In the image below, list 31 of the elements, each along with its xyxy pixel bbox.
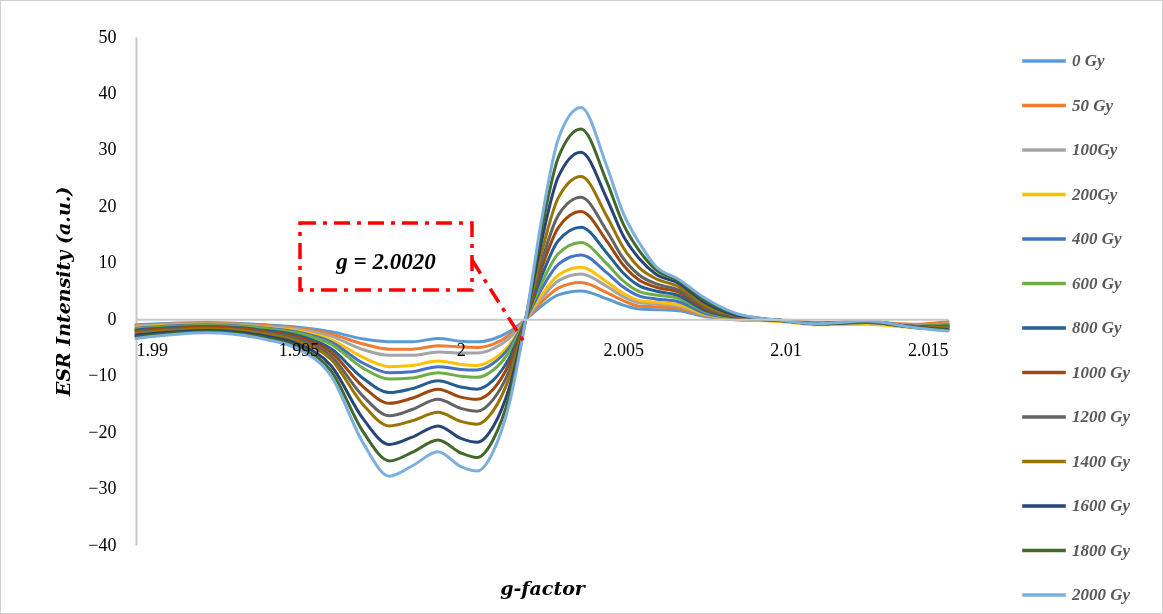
y-tick-label: −30 [88,478,117,499]
y-tick-label: 20 [98,195,117,216]
legend-label: 50 Gy [1072,95,1114,115]
legend-label: 400 Gy [1071,229,1123,248]
y-tick-label: 40 [98,82,117,103]
legend-label: 2000 Gy [1071,585,1131,604]
y-tick-label: 50 [98,26,117,47]
x-axis-title: g-factor [500,576,587,599]
legend-label: 1600 Gy [1072,496,1131,515]
y-tick-label: 0 [107,308,117,329]
legend-label: 1000 Gy [1072,362,1131,382]
legend-label: 1800 Gy [1072,540,1131,560]
y-tick-label: 30 [98,139,117,160]
annotation: g = 2.0020 [335,249,437,274]
legend-label: 100Gy [1072,140,1118,159]
y-tick-label: 10 [98,252,117,273]
legend-label: 200Gy [1071,184,1118,204]
y-axis-title: ESR Intensity (a.u.) [52,186,75,398]
x-tick-label: 2.015 [908,339,949,360]
x-tick-label: 2.01 [770,339,802,360]
y-tick-label: −10 [88,365,117,386]
legend-label: 600 Gy [1072,273,1123,293]
x-tick-label: 2 [456,339,466,360]
x-tick-label: 1.99 [136,339,168,360]
legend-label: 1400 Gy [1072,451,1131,471]
legend-label: 1200 Gy [1072,407,1131,426]
legend-label: 800 Gy [1072,318,1123,337]
y-tick-label: −40 [88,534,117,555]
y-tick-label: −20 [88,421,117,442]
legend-label: 0 Gy [1072,51,1106,70]
x-tick-label: 2.005 [603,339,644,360]
